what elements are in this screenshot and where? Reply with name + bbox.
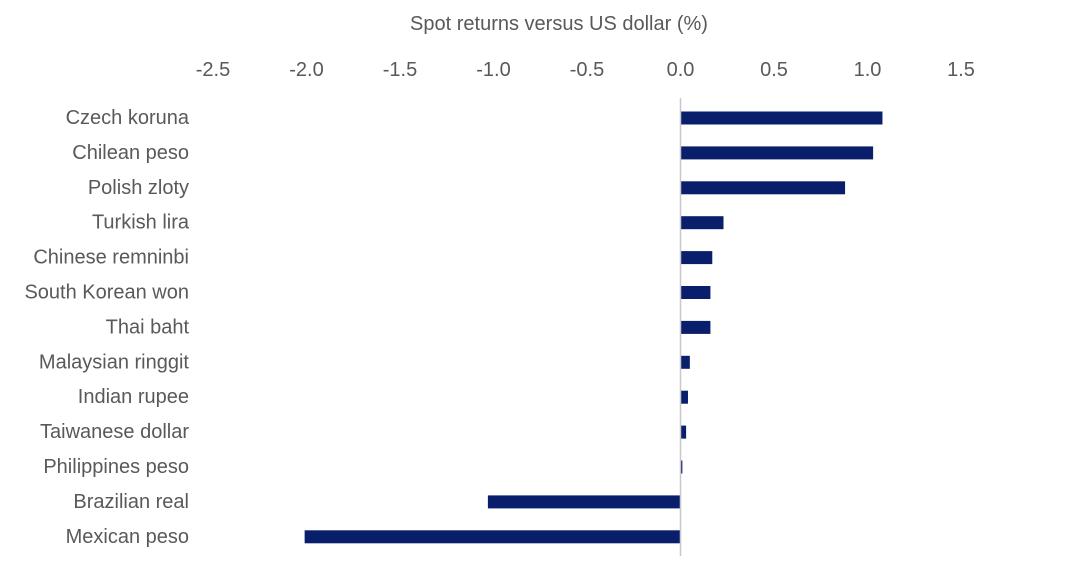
bar [680,146,874,160]
bar [680,320,711,334]
x-axis-ticks: -2.5 -2.0 -1.5 -1.0 -0.5 0.0 0.5 1.0 1.5 [196,59,975,81]
bar [680,111,883,125]
x-tick-label: 0.0 [667,59,695,81]
x-tick-label: 0.5 [760,59,788,81]
category-label: Malaysian ringgit [39,351,190,373]
x-tick-label: -1.0 [476,59,510,81]
bar [680,425,687,439]
x-tick-label: -0.5 [570,59,604,81]
category-label: Philippines peso [43,456,189,478]
bars [304,111,883,544]
category-label: Indian rupee [78,386,189,408]
category-label: Chilean peso [72,142,189,164]
x-tick-label: -2.5 [196,59,230,81]
category-labels: Czech koruna Chilean peso Polish zloty Turk… [24,107,189,548]
bar [680,251,713,265]
bar [680,216,724,230]
category-label: Chinese remninbi [33,247,189,269]
bar [680,181,846,195]
x-tick-label: -2.0 [289,59,323,81]
category-label: Thai baht [106,316,190,338]
category-label: Taiwanese dollar [40,421,189,443]
category-label: Brazilian real [73,491,189,513]
category-label: Czech koruna [66,107,190,129]
bar [680,460,683,474]
bar [680,286,711,299]
category-label: Turkish lira [92,212,190,234]
category-label: Polish zloty [88,177,189,199]
axis-title: Spot returns versus US dollar (%) [410,13,708,35]
category-label: Mexican peso [66,526,189,548]
x-tick-label: -1.5 [383,59,417,81]
bar [680,390,688,404]
x-tick-label: 1.0 [854,59,882,81]
category-label: South Korean won [24,282,189,304]
bar [487,495,681,509]
x-tick-label: 1.5 [947,59,975,81]
bar [304,530,681,544]
bar [680,355,690,369]
